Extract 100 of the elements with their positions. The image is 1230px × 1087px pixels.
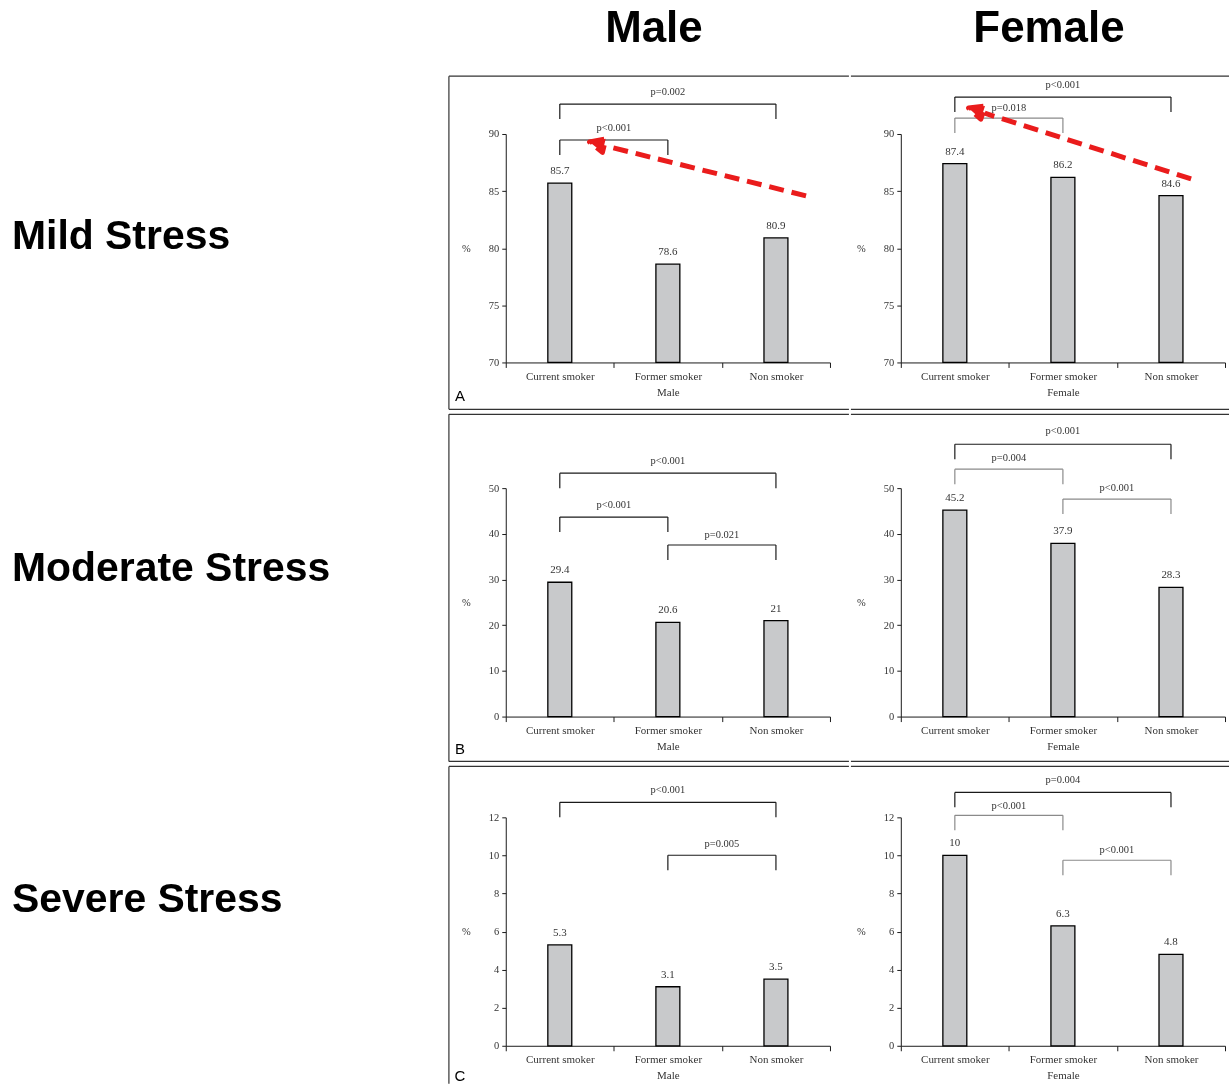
x-tick-label: Non smoker — [1144, 724, 1199, 737]
y-tick-label: 8 — [889, 887, 895, 899]
text: p<0.001 — [1045, 79, 1081, 91]
x-tick-label: Former smoker — [1029, 369, 1098, 382]
bar — [547, 581, 573, 718]
y-tick-label: 30 — [488, 574, 500, 585]
chart-title: Male — [605, 1, 703, 51]
y-tick-label: 0 — [494, 711, 500, 723]
bar — [1050, 925, 1076, 1047]
bar — [1158, 953, 1184, 1047]
x-tick-label: Former smoker — [634, 369, 703, 382]
data-label: 87.4 — [945, 144, 965, 157]
y-tick-label: 10 — [488, 665, 500, 677]
y-tick-label: 0 — [889, 711, 895, 723]
text: p<0.001 — [650, 455, 686, 467]
text: Mild Stress — [11, 211, 231, 258]
x-tick-label: Current smoker — [526, 1053, 595, 1066]
x-axis-title: Female — [1047, 385, 1080, 398]
y-tick-label: 70 — [883, 356, 895, 368]
y-tick-label: 10 — [488, 849, 500, 861]
y-tick-label: 50 — [883, 482, 895, 494]
y-tick-label: 20 — [488, 619, 500, 631]
data-label: 85.7 — [550, 164, 570, 177]
annotation: p<0.001 — [1099, 844, 1135, 856]
y-tick-label: 75 — [488, 299, 500, 311]
bar — [763, 619, 789, 718]
y-tick-label: 85 — [883, 185, 895, 197]
y-tick-label: 10 — [883, 849, 895, 861]
y-tick-label: 80 — [883, 242, 895, 254]
y-tick-label: 6 — [889, 926, 895, 938]
data-label: 6.3 — [1056, 906, 1071, 919]
x-axis-title: Female — [1047, 1069, 1080, 1082]
data-label: 37.9 — [1053, 524, 1074, 537]
x-tick-label: Non smoker — [749, 1053, 804, 1066]
y-tick-label: 90 — [883, 128, 895, 140]
y-tick-label: 0 — [494, 1040, 500, 1052]
bar — [1050, 542, 1076, 718]
annotation: p=0.005 — [704, 838, 740, 850]
x-axis-title: Male — [657, 385, 680, 398]
y-axis-title: % — [462, 596, 471, 608]
y-tick-label: 85 — [488, 185, 500, 197]
y-axis-title: % — [462, 242, 471, 254]
text: p=0.004 — [991, 452, 1027, 464]
bar — [763, 978, 789, 1047]
data-label: 10 — [949, 836, 961, 849]
chart-title: Female — [973, 1, 1125, 51]
bar — [547, 944, 573, 1047]
bar — [1158, 586, 1184, 718]
y-tick-label: 90 — [488, 128, 500, 140]
text: p=0.004 — [1045, 774, 1082, 786]
x-tick-label: Current smoker — [921, 1053, 990, 1066]
y-tick-label: 4 — [494, 964, 501, 976]
x-tick-label: Former smoker — [634, 1053, 703, 1066]
y-tick-label: 20 — [883, 619, 895, 631]
text: p<0.001 — [991, 800, 1027, 812]
y-tick-label: 6 — [494, 926, 500, 938]
x-axis-title: Male — [657, 1069, 680, 1082]
y-tick-label: 12 — [883, 811, 895, 823]
annotation: p<0.001 — [596, 499, 632, 511]
y-tick-label: 2 — [494, 1002, 500, 1014]
data-label: 20.6 — [658, 603, 678, 616]
x-tick-label: Former smoker — [1029, 724, 1098, 737]
y-tick-label: 50 — [488, 482, 500, 494]
x-tick-label: Non smoker — [1144, 369, 1199, 382]
x-tick-label: Non smoker — [749, 724, 804, 737]
x-tick-label: Former smoker — [1029, 1053, 1098, 1066]
x-tick-label: Current smoker — [921, 369, 990, 382]
data-label: 3.5 — [769, 960, 784, 973]
text: Moderate Stress — [11, 543, 331, 590]
data-label: 3.1 — [661, 967, 675, 980]
bar — [942, 509, 968, 718]
y-tick-label: 40 — [883, 528, 895, 540]
y-tick-label: 4 — [889, 964, 896, 976]
x-tick-label: Current smoker — [526, 724, 595, 737]
text: C — [454, 1066, 466, 1084]
data-label: 21 — [770, 601, 782, 614]
data-label: 4.8 — [1164, 935, 1179, 948]
bar — [942, 854, 968, 1047]
annotation: p=0.021 — [704, 529, 740, 541]
text: Severe Stress — [11, 875, 283, 922]
data-label: 45.2 — [945, 491, 965, 504]
bar — [655, 986, 681, 1047]
y-tick-label: 12 — [488, 811, 500, 823]
y-tick-label: 0 — [889, 1040, 895, 1052]
text: p<0.001 — [650, 784, 686, 796]
annotation: p<0.001 — [1099, 482, 1135, 494]
data-label: 28.3 — [1161, 568, 1182, 581]
y-tick-label: 40 — [488, 528, 500, 540]
y-tick-label: 2 — [889, 1002, 895, 1014]
y-axis-title: % — [462, 926, 471, 938]
y-tick-label: 10 — [883, 665, 895, 677]
text: B — [454, 740, 465, 758]
data-label: 29.4 — [550, 563, 570, 576]
x-tick-label: Current smoker — [921, 724, 990, 737]
y-axis-title: % — [857, 926, 867, 938]
y-tick-label: 75 — [883, 299, 895, 311]
text: p=0.002 — [650, 86, 686, 98]
text: A — [454, 387, 465, 405]
x-tick-label: Former smoker — [634, 724, 703, 737]
data-label: 5.3 — [552, 925, 568, 938]
